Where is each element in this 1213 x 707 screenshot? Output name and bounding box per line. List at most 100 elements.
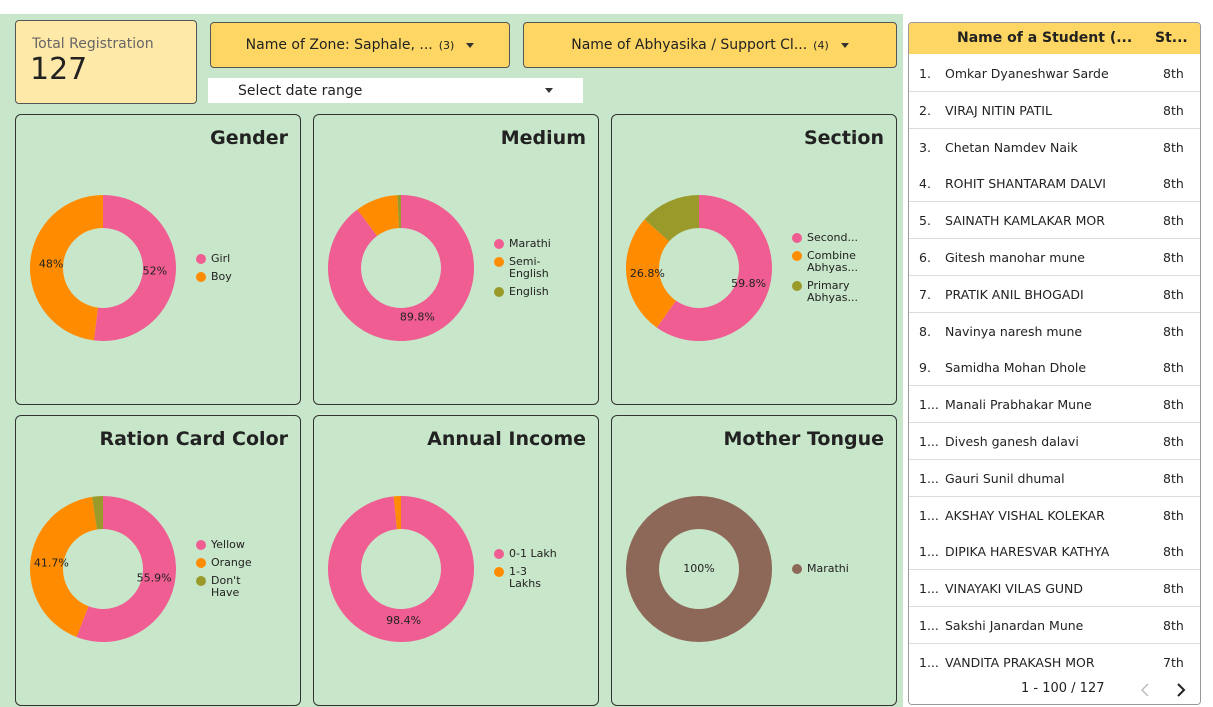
legend: 0-1 Lakh 1-3 Lakhs bbox=[494, 548, 557, 590]
donut-chart: 55.9% 41.7% bbox=[29, 496, 177, 642]
table-cell: 7. bbox=[919, 286, 931, 302]
value-label: 26.8% bbox=[630, 267, 665, 280]
table-cell: 8th bbox=[1163, 360, 1184, 376]
legend-item: Semi-English bbox=[494, 256, 557, 280]
student-table: Name of a Student (... St... 1. Omkar Dya… bbox=[908, 22, 1201, 705]
legend-label: 1-3 Lakhs bbox=[509, 565, 541, 590]
table-cell: Manali Prabhakar Mune bbox=[945, 397, 1092, 413]
table-row: 1... Gauri Sunil dhumal 8th bbox=[909, 459, 1200, 497]
legend-item: Marathi bbox=[494, 238, 557, 250]
chart-title: Mother Tongue bbox=[723, 428, 884, 450]
legend-swatch bbox=[494, 239, 504, 249]
dropdown-caret bbox=[466, 42, 475, 48]
table-cell: VIRAJ NITIN PATIL bbox=[945, 102, 1052, 118]
table-cell: VINAYAKI VILAS GUND bbox=[945, 581, 1084, 597]
table-cell: 6. bbox=[919, 250, 931, 265]
table-row: 5. SAINATH KAMLAKAR MOR 8th bbox=[909, 202, 1200, 240]
legend-swatch bbox=[494, 567, 504, 577]
legend: Marathi Semi-English English bbox=[494, 238, 557, 298]
donut-slice bbox=[328, 195, 474, 342]
donut-slice bbox=[397, 195, 401, 229]
table-cell: 8th bbox=[1163, 507, 1184, 523]
date-range-picker[interactable]: Select date range bbox=[208, 78, 583, 103]
table-cell: 1... bbox=[919, 544, 939, 560]
value-label: 55.9% bbox=[137, 572, 172, 585]
chart-panel: Annual Income 98.4% 0-1 Lakh 1-3 Lakhs bbox=[313, 415, 599, 706]
chart-title: Annual Income bbox=[427, 428, 586, 450]
legend-item: Orange bbox=[196, 557, 259, 569]
table-cell: Divesh ganesh dalavi bbox=[945, 434, 1079, 449]
donut-chart: 89.8% bbox=[328, 195, 474, 342]
table-header: Name of a Student (... St... bbox=[909, 23, 1200, 54]
chart-panel: Medium 89.8% Marathi Semi-English English bbox=[313, 114, 599, 405]
donut-slice bbox=[328, 496, 474, 642]
table-cell: Navinya naresh mune bbox=[945, 323, 1083, 339]
kpi-card bbox=[15, 20, 197, 104]
table-cell: ROHIT SHANTARAM DALVI bbox=[945, 176, 1106, 192]
column-header[interactable]: Name of a Student (... bbox=[957, 30, 1133, 46]
table-cell: 8. bbox=[919, 323, 931, 339]
chart-panel: Ration Card Color 55.9% 41.7% Yellow Orange D… bbox=[15, 415, 301, 706]
value-label: 89.8% bbox=[400, 310, 435, 323]
prev-page[interactable] bbox=[1137, 681, 1153, 699]
column-header[interactable]: St... bbox=[1155, 30, 1188, 46]
table-cell: 4. bbox=[919, 176, 931, 192]
table-cell: 5. bbox=[919, 213, 931, 229]
table-cell: 8th bbox=[1163, 618, 1184, 633]
legend-label: English bbox=[509, 285, 549, 298]
table-row: 1... VINAYAKI VILAS GUND 8th bbox=[909, 570, 1200, 608]
table-cell: 1... bbox=[919, 618, 939, 633]
legend: Marathi bbox=[792, 563, 855, 575]
donut-slice bbox=[76, 496, 177, 642]
value-label: 41.7% bbox=[34, 556, 69, 569]
table-cell: Samidha Mohan Dhole bbox=[945, 360, 1087, 376]
table-cell: 8th bbox=[1163, 250, 1184, 265]
donut-slice bbox=[626, 219, 676, 328]
legend-swatch bbox=[196, 540, 206, 550]
pagination: 1 - 100 / 127 bbox=[909, 673, 1200, 704]
chart-panel: Gender 52% 48% Girl Boy bbox=[15, 114, 301, 405]
legend-label: Semi-English bbox=[509, 255, 549, 280]
value-label: 100% bbox=[683, 562, 714, 575]
donut-slice bbox=[644, 195, 699, 242]
legend-label: Girl bbox=[211, 252, 231, 265]
legend-label: Primary Abhyas... bbox=[807, 279, 858, 304]
table-row: 9. Samidha Mohan Dhole 8th bbox=[909, 349, 1200, 387]
legend-label: Second... bbox=[807, 231, 858, 244]
legend-item: English bbox=[494, 286, 557, 298]
legend-item: Combine Abhyas... bbox=[792, 250, 858, 274]
table-cell: Omkar Dyaneshwar Sarde bbox=[945, 66, 1109, 81]
next-page[interactable] bbox=[1173, 681, 1189, 699]
zone-filter[interactable]: Name of Zone: Saphale, ... (3) bbox=[210, 22, 510, 68]
filter-count: (4) bbox=[813, 38, 829, 52]
donut-slice bbox=[93, 195, 176, 341]
legend-swatch bbox=[196, 576, 206, 586]
table-row: 1... Manali Prabhakar Mune 8th bbox=[909, 386, 1200, 424]
table-row: 1... DIPIKA HARESVAR KATHYA 8th bbox=[909, 533, 1200, 571]
value-label: 98.4% bbox=[386, 614, 421, 627]
legend-label: 0-1 Lakh bbox=[509, 547, 557, 560]
legend: Second... Combine Abhyas... Primary Abhyas… bbox=[792, 231, 858, 304]
legend-item: Girl bbox=[196, 253, 259, 265]
legend-swatch bbox=[792, 564, 802, 574]
value-label: 48% bbox=[39, 258, 63, 271]
donut-slice bbox=[357, 195, 399, 236]
abhyasika-filter[interactable]: Name of Abhyasika / Support Cl... (4) bbox=[523, 22, 897, 68]
legend-swatch bbox=[196, 254, 206, 264]
legend: Girl Boy bbox=[196, 253, 259, 283]
date-range-label: Select date range bbox=[238, 82, 363, 99]
table-row: 2. VIRAJ NITIN PATIL 8th bbox=[909, 91, 1200, 129]
table-cell: 8th bbox=[1163, 213, 1184, 229]
table-cell: VANDITA PRAKASH MOR bbox=[945, 654, 1095, 670]
donut-chart: 52% 48% bbox=[29, 195, 176, 341]
table-cell: 1... bbox=[919, 434, 939, 449]
table-cell: 1... bbox=[919, 397, 939, 413]
donut-slice bbox=[393, 496, 401, 530]
table-cell: Chetan Namdev Naik bbox=[945, 139, 1078, 155]
table-cell: 1... bbox=[919, 470, 939, 486]
table-cell: 1... bbox=[919, 507, 939, 523]
legend-swatch bbox=[792, 281, 802, 291]
table-cell: AKSHAY VISHAL KOLEKAR bbox=[945, 507, 1105, 523]
table-cell: Gitesh manohar mune bbox=[945, 250, 1085, 265]
